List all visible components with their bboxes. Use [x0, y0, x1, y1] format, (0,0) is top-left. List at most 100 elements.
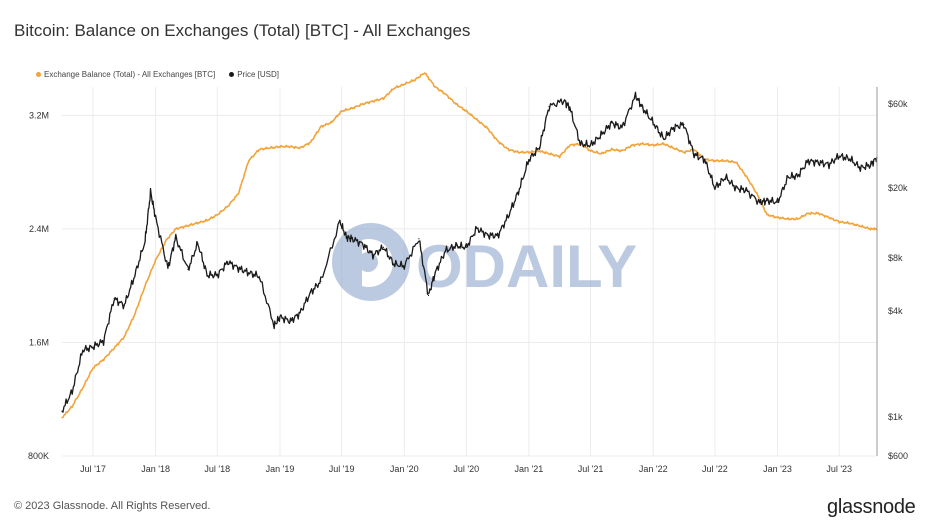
- series-price: [61, 91, 878, 413]
- data-point: [724, 160, 727, 162]
- data-point: [248, 160, 250, 162]
- data-point: [206, 219, 208, 222]
- data-point: [185, 225, 187, 227]
- data-point: [642, 143, 644, 145]
- data-point: [611, 148, 613, 151]
- data-point: [123, 336, 125, 338]
- x-tick-label: Jul '19: [329, 464, 355, 474]
- data-point: [144, 285, 146, 287]
- watermark-text: ODAILY: [416, 233, 637, 300]
- data-point: [258, 275, 260, 277]
- data-point: [167, 267, 169, 269]
- data-point: [393, 87, 395, 90]
- y-right-tick-label: $4k: [888, 306, 903, 316]
- y-right-tick-label: $600: [888, 451, 908, 461]
- data-point: [683, 123, 685, 125]
- data-point: [476, 119, 478, 121]
- x-tick-label: Jul '22: [702, 464, 728, 474]
- data-point: [611, 122, 613, 124]
- legend-item-balance[interactable]: Exchange Balance (Total) - All Exchanges…: [36, 70, 215, 79]
- data-point: [693, 148, 695, 151]
- data-point: [579, 143, 581, 145]
- data-point: [828, 163, 830, 166]
- data-point: [61, 417, 63, 419]
- chart-title: Bitcoin: Balance on Exchanges (Total) [B…: [14, 21, 471, 40]
- watermark-logo-icon: [332, 223, 410, 301]
- data-point: [123, 304, 125, 307]
- data-point: [517, 151, 519, 153]
- data-point: [569, 144, 571, 146]
- data-point: [165, 239, 167, 241]
- data-point: [268, 147, 271, 149]
- data-point: [517, 191, 519, 193]
- data-point: [444, 93, 447, 95]
- data-point: [134, 313, 136, 315]
- data-point: [175, 228, 177, 230]
- data-point: [663, 143, 665, 145]
- data-point: [672, 127, 674, 129]
- x-tick-label: Jul '21: [578, 464, 604, 474]
- y-left-tick-label: 2.4M: [29, 224, 49, 234]
- data-point: [797, 218, 799, 220]
- x-tick-label: Jul '17: [80, 464, 106, 474]
- data-point: [693, 153, 695, 156]
- data-point: [92, 346, 94, 348]
- x-tick-label: Jan '23: [763, 464, 792, 474]
- data-point: [320, 126, 322, 128]
- data-point: [206, 274, 208, 276]
- y-left-tick-label: 3.2M: [29, 110, 49, 120]
- data-point: [465, 246, 467, 248]
- legend-item-price[interactable]: Price [USD]: [229, 70, 279, 79]
- y-right-tick-label: $1k: [888, 412, 903, 422]
- data-point: [486, 127, 488, 129]
- data-point: [362, 103, 364, 105]
- x-tick-label: Jan '20: [390, 464, 419, 474]
- data-point: [496, 235, 499, 237]
- data-point: [345, 236, 347, 238]
- data-point: [548, 106, 550, 108]
- data-point: [237, 267, 240, 269]
- data-point: [82, 349, 84, 351]
- glassnode-logo[interactable]: glassnode: [827, 496, 916, 518]
- y-right-tick-label: $8k: [888, 253, 903, 263]
- data-point: [227, 205, 229, 207]
- data-point: [71, 390, 73, 392]
- data-point: [382, 97, 385, 99]
- data-point: [465, 110, 467, 112]
- data-point: [787, 176, 789, 178]
- data-point: [838, 155, 840, 157]
- price-line: [61, 91, 878, 413]
- data-point: [776, 201, 779, 203]
- data-point: [382, 246, 385, 248]
- x-tick-label: Jan '18: [141, 464, 170, 474]
- data-point: [258, 148, 260, 151]
- y-left-tick-label: 1.6M: [29, 337, 49, 347]
- x-tick-label: Jul '23: [826, 464, 852, 474]
- data-point: [589, 150, 592, 152]
- data-point: [838, 221, 840, 223]
- data-point: [528, 151, 530, 153]
- data-point: [486, 234, 488, 236]
- data-point: [149, 191, 152, 193]
- legend-balance-dot: [36, 72, 41, 77]
- data-point: [279, 146, 281, 148]
- data-point: [652, 144, 654, 146]
- data-point: [735, 187, 737, 189]
- data-point: [476, 227, 478, 229]
- x-axis: Jul '17 Jan '18 Jul '18 Jan '19 Jul '19 Jan '…: [80, 464, 852, 474]
- data-point: [714, 187, 716, 189]
- data-point: [683, 151, 685, 153]
- data-point: [538, 146, 541, 149]
- data-point: [869, 164, 872, 166]
- grid: [62, 87, 877, 457]
- data-point: [434, 86, 436, 88]
- data-point: [776, 216, 779, 219]
- data-point: [528, 159, 530, 161]
- y-right-tick-label: $60k: [888, 99, 908, 109]
- data-point: [849, 222, 851, 224]
- data-point: [507, 148, 509, 151]
- data-point: [216, 214, 218, 216]
- data-point: [548, 153, 550, 155]
- data-point: [496, 140, 499, 142]
